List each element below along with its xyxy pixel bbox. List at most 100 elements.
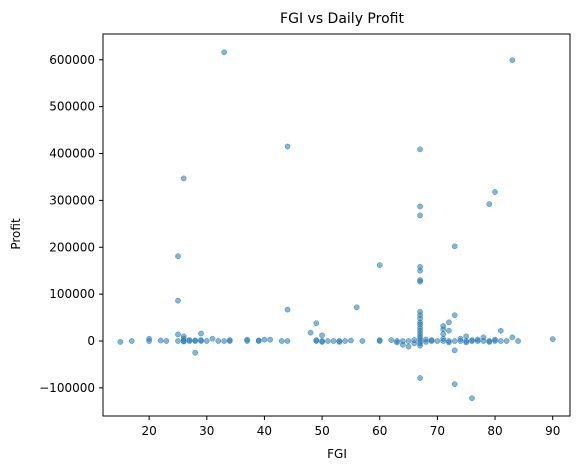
data-point xyxy=(319,339,325,345)
y-tick-label: 400000 xyxy=(49,147,95,161)
data-point xyxy=(446,339,452,346)
x-axis-label: FGI xyxy=(327,447,347,461)
data-point xyxy=(342,338,348,344)
data-point xyxy=(503,338,510,344)
data-point xyxy=(423,339,429,345)
data-point xyxy=(203,338,210,344)
x-tick-label: 80 xyxy=(487,424,502,438)
y-tick-label: 200000 xyxy=(49,240,95,254)
data-point xyxy=(313,337,320,343)
y-tick-label: 100000 xyxy=(49,287,95,301)
data-point xyxy=(175,297,181,304)
data-point xyxy=(509,57,516,64)
data-point xyxy=(417,212,423,219)
data-point xyxy=(325,338,331,344)
data-point xyxy=(469,395,475,402)
data-point xyxy=(388,337,395,343)
data-point xyxy=(284,338,291,344)
data-point xyxy=(417,203,423,210)
data-point xyxy=(411,337,418,343)
data-point xyxy=(417,342,423,349)
data-point xyxy=(497,338,504,344)
data-point xyxy=(319,332,325,339)
data-point xyxy=(284,306,291,313)
data-point xyxy=(399,338,406,344)
data-point xyxy=(163,338,170,344)
y-axis-label: Profit xyxy=(9,218,23,250)
data-point xyxy=(336,339,343,345)
data-point xyxy=(417,146,423,153)
data-point xyxy=(417,278,423,285)
data-point xyxy=(175,253,181,260)
y-tick-label: 300000 xyxy=(49,193,95,207)
data-point xyxy=(284,143,291,150)
data-point xyxy=(492,336,498,343)
data-point xyxy=(515,338,521,344)
x-tick-label: 20 xyxy=(141,424,156,438)
data-point xyxy=(330,338,337,344)
data-point xyxy=(376,262,383,268)
data-point xyxy=(492,189,498,195)
x-tick-label: 40 xyxy=(257,424,272,438)
data-point xyxy=(446,327,452,334)
plot-frame xyxy=(102,33,571,417)
data-point xyxy=(394,339,400,346)
x-axis-ticks: 20 30 40 50 60 70 80 90 xyxy=(141,416,560,438)
data-point xyxy=(267,336,274,343)
data-point xyxy=(261,336,268,343)
data-point xyxy=(463,339,470,346)
data-point xyxy=(313,320,320,327)
data-points xyxy=(117,49,556,402)
data-point xyxy=(457,338,464,344)
data-point xyxy=(175,331,181,338)
data-point xyxy=(255,337,262,344)
data-point xyxy=(497,327,504,334)
data-point xyxy=(440,326,447,333)
data-point xyxy=(440,331,447,337)
data-point xyxy=(215,338,222,344)
data-point xyxy=(451,312,458,319)
data-point xyxy=(353,304,360,311)
data-point xyxy=(417,267,423,274)
data-point xyxy=(180,175,187,182)
data-point xyxy=(417,375,423,381)
data-point xyxy=(192,337,199,344)
x-tick-label: 70 xyxy=(430,424,445,438)
data-point xyxy=(192,349,199,356)
data-point xyxy=(469,337,475,343)
data-point xyxy=(180,338,187,345)
data-point xyxy=(221,49,227,56)
x-tick-label: 90 xyxy=(545,424,560,438)
data-point xyxy=(146,338,152,344)
data-point xyxy=(451,243,458,250)
data-point xyxy=(509,334,516,341)
data-point xyxy=(440,338,447,344)
y-tick-label: 0 xyxy=(87,334,95,348)
data-point xyxy=(209,335,216,342)
data-point xyxy=(405,338,412,344)
data-point xyxy=(451,381,458,387)
data-point xyxy=(278,338,285,344)
data-point xyxy=(117,339,124,345)
data-point xyxy=(486,201,493,207)
data-point xyxy=(434,338,441,344)
data-point xyxy=(175,338,181,344)
data-point xyxy=(446,319,452,326)
y-tick-label: −100000 xyxy=(39,381,95,395)
data-point xyxy=(198,330,204,337)
data-point xyxy=(451,338,458,344)
data-point xyxy=(128,338,135,344)
data-point xyxy=(474,336,481,343)
data-point xyxy=(480,334,487,341)
data-point xyxy=(451,347,458,354)
x-tick-label: 30 xyxy=(199,424,214,438)
y-tick-label: 600000 xyxy=(49,53,95,67)
data-point xyxy=(348,337,354,344)
data-point xyxy=(307,329,314,336)
data-point xyxy=(376,337,383,343)
data-point xyxy=(463,333,470,340)
x-tick-label: 50 xyxy=(314,424,329,438)
data-point xyxy=(157,337,164,344)
y-axis-ticks: −100000 0 100000 200000 300000 400000 500000 60… xyxy=(39,53,103,395)
data-point xyxy=(221,338,227,344)
